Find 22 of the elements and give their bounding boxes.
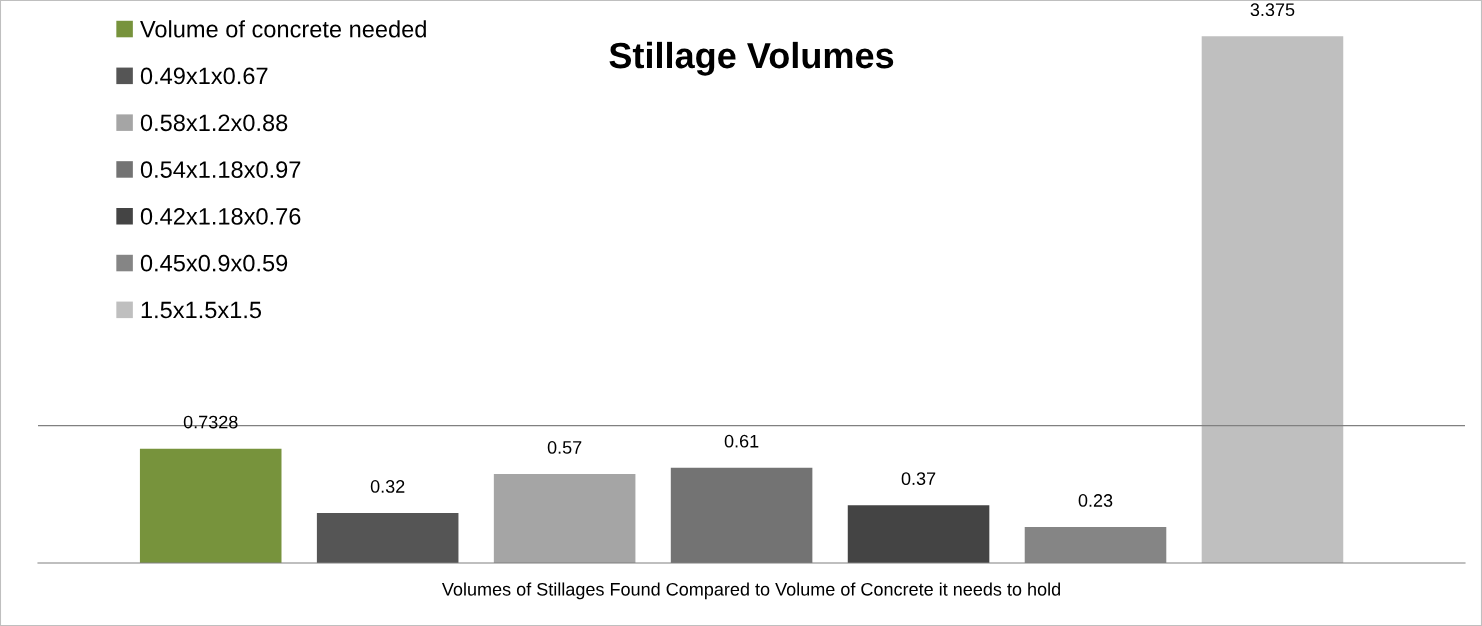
data-label: 0.23	[1078, 494, 1113, 507]
data-label: 0.7328	[183, 415, 238, 429]
bar	[847, 505, 990, 563]
bar	[670, 467, 813, 563]
data-label: 0.37	[901, 472, 936, 486]
data-label: 0.32	[370, 480, 405, 493]
legend-label: 0.49x1x0.67	[140, 67, 268, 85]
legend-label: Volume of concrete needed	[140, 20, 426, 38]
legend-label: 1.5x1.5x1.5	[141, 301, 262, 319]
legend-label: 0.45x0.9x0.59	[140, 254, 288, 272]
bar	[1201, 36, 1344, 563]
data-label: 0.61	[724, 434, 759, 448]
data-label: 0.57	[547, 441, 582, 454]
legend-label: 0.58x1.2x0.88	[140, 114, 288, 132]
data-label: 3.375	[1250, 3, 1295, 17]
chart-title: Stillage Volumes	[609, 41, 894, 76]
x-axis-title: Volumes of Stillages Found Compared to Volume of Concrete it needs to hold	[441, 582, 1060, 600]
bar	[316, 513, 459, 563]
legend-label: 0.54x1.18x0.97	[140, 161, 301, 178]
bar	[139, 448, 282, 563]
legend-label: 0.42x1.18x0.76	[140, 208, 301, 225]
bar	[493, 474, 636, 563]
